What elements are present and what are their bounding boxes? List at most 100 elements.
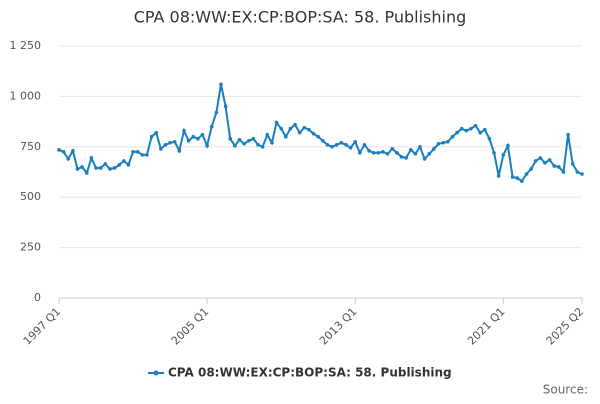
point [547, 158, 552, 162]
point [344, 142, 348, 147]
point [84, 171, 89, 175]
y-tick-label: 1 250 [10, 39, 42, 52]
point [501, 153, 506, 157]
point [94, 166, 98, 170]
point [459, 126, 464, 131]
point [376, 151, 381, 155]
point [348, 146, 353, 150]
y-tick-label: 750 [20, 140, 41, 153]
point [404, 156, 408, 160]
point [362, 142, 367, 147]
point [66, 157, 71, 161]
line [58, 84, 583, 183]
point [223, 104, 228, 109]
point [478, 130, 482, 135]
point [237, 137, 242, 142]
point [186, 138, 191, 143]
point [75, 167, 80, 171]
point [177, 149, 182, 153]
point [371, 151, 376, 155]
point [297, 130, 302, 135]
point [288, 126, 293, 131]
point [321, 138, 325, 143]
point [432, 147, 436, 151]
point [441, 140, 445, 145]
point [270, 140, 274, 145]
point [233, 143, 237, 148]
y-tick-label: 0 [34, 291, 41, 304]
point [228, 136, 233, 141]
point [117, 163, 121, 167]
point [140, 153, 145, 157]
point [256, 142, 260, 147]
point [71, 149, 75, 153]
point [566, 132, 570, 137]
point [57, 148, 61, 152]
point [492, 151, 496, 155]
point [334, 142, 339, 147]
point [399, 155, 404, 159]
point [520, 179, 524, 183]
point [311, 131, 316, 136]
point [561, 170, 566, 174]
point [131, 150, 135, 154]
point [580, 172, 584, 176]
point [418, 145, 422, 149]
point [422, 157, 427, 161]
point [219, 82, 223, 87]
x-tick-label: 2021 Q1 [465, 305, 508, 348]
point [524, 172, 529, 176]
point [510, 175, 515, 179]
point [159, 147, 163, 151]
point [182, 128, 186, 133]
x-tick-label: 2005 Q1 [169, 305, 212, 348]
point [575, 170, 580, 174]
point [543, 161, 547, 165]
point [149, 134, 154, 139]
point [200, 132, 205, 137]
point [214, 110, 219, 115]
point [557, 165, 561, 169]
point [455, 130, 459, 135]
x-tick-label: 2025 Q2 [544, 305, 587, 348]
point [385, 152, 390, 156]
point [330, 145, 334, 149]
point [358, 151, 362, 155]
point [172, 139, 177, 144]
point [209, 124, 214, 129]
point [265, 132, 270, 137]
point [89, 156, 94, 160]
point [552, 164, 557, 168]
point [408, 148, 413, 152]
point [427, 152, 432, 156]
point [98, 166, 103, 170]
point [251, 136, 256, 141]
point [274, 120, 279, 125]
point [283, 134, 288, 139]
point [367, 149, 371, 153]
point [163, 142, 168, 147]
point [353, 139, 358, 144]
point [108, 167, 112, 171]
point [538, 156, 543, 160]
point [302, 125, 307, 130]
point [413, 152, 418, 156]
point [570, 162, 575, 166]
point [135, 150, 140, 154]
point [515, 176, 520, 180]
point [242, 141, 246, 146]
point [316, 134, 320, 139]
point [395, 151, 399, 155]
point [80, 165, 84, 169]
point [483, 127, 487, 132]
point [293, 122, 297, 127]
point [205, 143, 209, 148]
point [121, 159, 126, 163]
point [126, 163, 131, 167]
point [529, 167, 533, 171]
y-tick-label: 250 [20, 241, 41, 254]
point [487, 136, 492, 141]
point [61, 150, 66, 154]
point [469, 126, 473, 131]
